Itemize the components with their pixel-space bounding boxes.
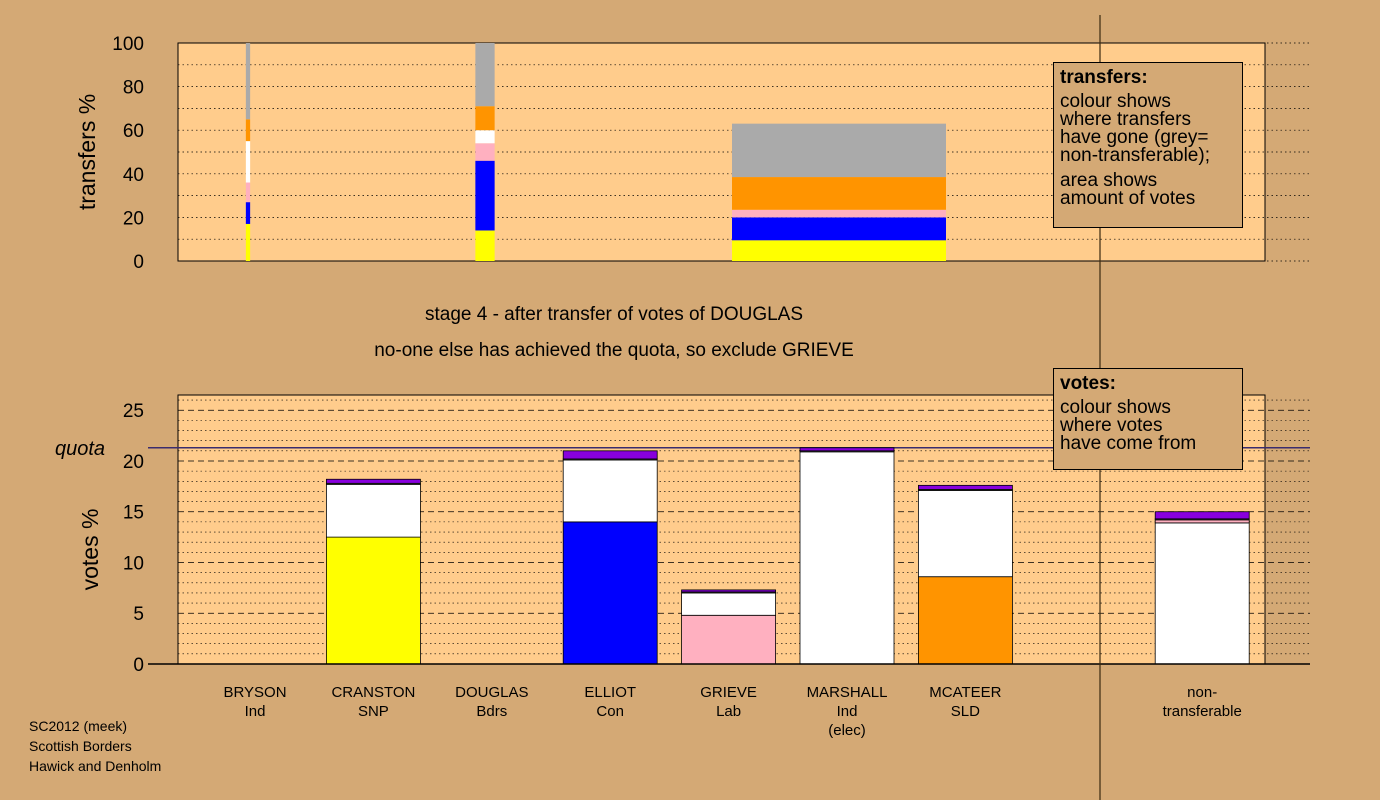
footer-ward: Hawick and Denholm <box>29 758 162 774</box>
transfers-legend-line: non-transferable); <box>1060 145 1210 166</box>
transfers-legend-line: area shows <box>1060 170 1158 191</box>
transfers-legend-line: have gone (grey= <box>1060 127 1209 148</box>
transfer-segment <box>732 217 946 241</box>
vote-segment <box>562 459 658 523</box>
candidate-name-label: GRIEVE <box>700 684 757 701</box>
candidate-name-label: MCATEER <box>929 684 1001 701</box>
votes-legend-title: votes: <box>1060 373 1116 394</box>
footer-election: SC2012 (meek) <box>29 718 128 734</box>
candidate-party-label: SLD <box>951 703 980 720</box>
candidate-party-label: Bdrs <box>476 703 507 720</box>
transfer-segment <box>475 160 495 231</box>
transfers-legend-title: transfers: <box>1060 67 1148 88</box>
transfer-segment <box>732 177 946 210</box>
vote-segment <box>681 592 776 616</box>
transfer-segment <box>245 141 251 183</box>
candidate-name-label: DOUGLAS <box>455 684 528 701</box>
transfer-segment <box>245 202 251 224</box>
candidate-name-label: BRYSON <box>223 684 286 701</box>
vote-segment <box>1154 519 1250 524</box>
transfers-axis-label: transfers % <box>74 94 100 210</box>
candidate-party-label: Lab <box>716 703 741 720</box>
candidate-name-label: MARSHALL <box>807 684 888 701</box>
vote-segment <box>1154 522 1250 665</box>
candidate-name-label: non- <box>1187 684 1217 701</box>
transfers-tick-label: 40 <box>123 165 144 186</box>
transfer-segment <box>732 209 946 218</box>
transfers-legend-line: colour shows <box>1060 91 1171 112</box>
transfer-segment <box>732 240 946 261</box>
candidate-party-label: transferable <box>1163 703 1242 720</box>
transfers-tick-label: 100 <box>112 34 144 55</box>
votes-axis-label: votes % <box>77 509 103 591</box>
vote-segment <box>681 614 776 665</box>
transfer-segment <box>732 123 946 178</box>
vote-segment <box>325 483 421 538</box>
candidate-name-label: CRANSTON <box>331 684 415 701</box>
vote-segment <box>918 576 1013 665</box>
transfer-segment <box>245 182 251 203</box>
transfer-segment <box>475 43 495 107</box>
votes-legend-line: have come from <box>1060 433 1197 454</box>
transfers-tick-label: 80 <box>123 78 144 99</box>
footer-council: Scottish Borders <box>29 738 132 754</box>
votes-legend: votes: colour shows where votes have com… <box>1053 368 1243 470</box>
candidate-party-label: Con <box>596 703 624 720</box>
stage-action: no-one else has achieved the quota, so e… <box>374 340 854 361</box>
transfers-tick-label: 60 <box>123 121 144 142</box>
transfers-legend: transfers: colour shows where transfers … <box>1053 62 1243 228</box>
votes-tick-label: 20 <box>123 452 144 473</box>
votes-tick-label: 0 <box>133 655 144 676</box>
vote-segment <box>1154 511 1250 520</box>
transfer-segment <box>245 119 251 142</box>
vote-segment <box>918 484 1013 490</box>
vote-segment <box>681 589 776 593</box>
transfers-legend-line: amount of votes <box>1060 188 1196 209</box>
candidate-party-label: Ind <box>837 703 858 720</box>
vote-segment <box>918 490 1013 578</box>
vote-segment <box>562 521 658 665</box>
candidate-name-label: ELLIOT <box>584 684 636 701</box>
votes-tick-label: 25 <box>123 401 144 422</box>
vote-segment <box>799 451 895 665</box>
votes-tick-label: 10 <box>123 553 144 574</box>
transfer-segment <box>475 230 495 261</box>
candidate-note-label: (elec) <box>828 722 866 739</box>
vote-segment <box>325 536 421 665</box>
votes-tick-label: 5 <box>133 604 144 625</box>
transfer-segment <box>245 43 251 120</box>
votes-tick-label: 15 <box>123 503 144 524</box>
vote-segment <box>799 447 895 452</box>
election-footer: SC2012 (meek) Scottish Borders Hawick an… <box>29 716 161 776</box>
candidate-party-label: SNP <box>358 703 389 720</box>
quota-label: quota <box>55 438 105 460</box>
transfers-tick-label: 0 <box>133 252 144 273</box>
candidate-party-label: Ind <box>245 703 266 720</box>
transfer-segment <box>475 106 495 131</box>
stage-title: stage 4 - after transfer of votes of DOU… <box>424 304 804 325</box>
transfer-segment <box>475 130 495 144</box>
votes-legend-line: colour shows <box>1060 397 1171 418</box>
vote-segment <box>325 478 421 484</box>
transfers-legend-line: where transfers <box>1060 109 1191 130</box>
votes-legend-line: where votes <box>1060 415 1163 436</box>
transfer-segment <box>475 143 495 161</box>
transfers-tick-label: 20 <box>123 208 144 229</box>
vote-segment <box>562 450 658 460</box>
transfer-segment <box>245 223 251 261</box>
